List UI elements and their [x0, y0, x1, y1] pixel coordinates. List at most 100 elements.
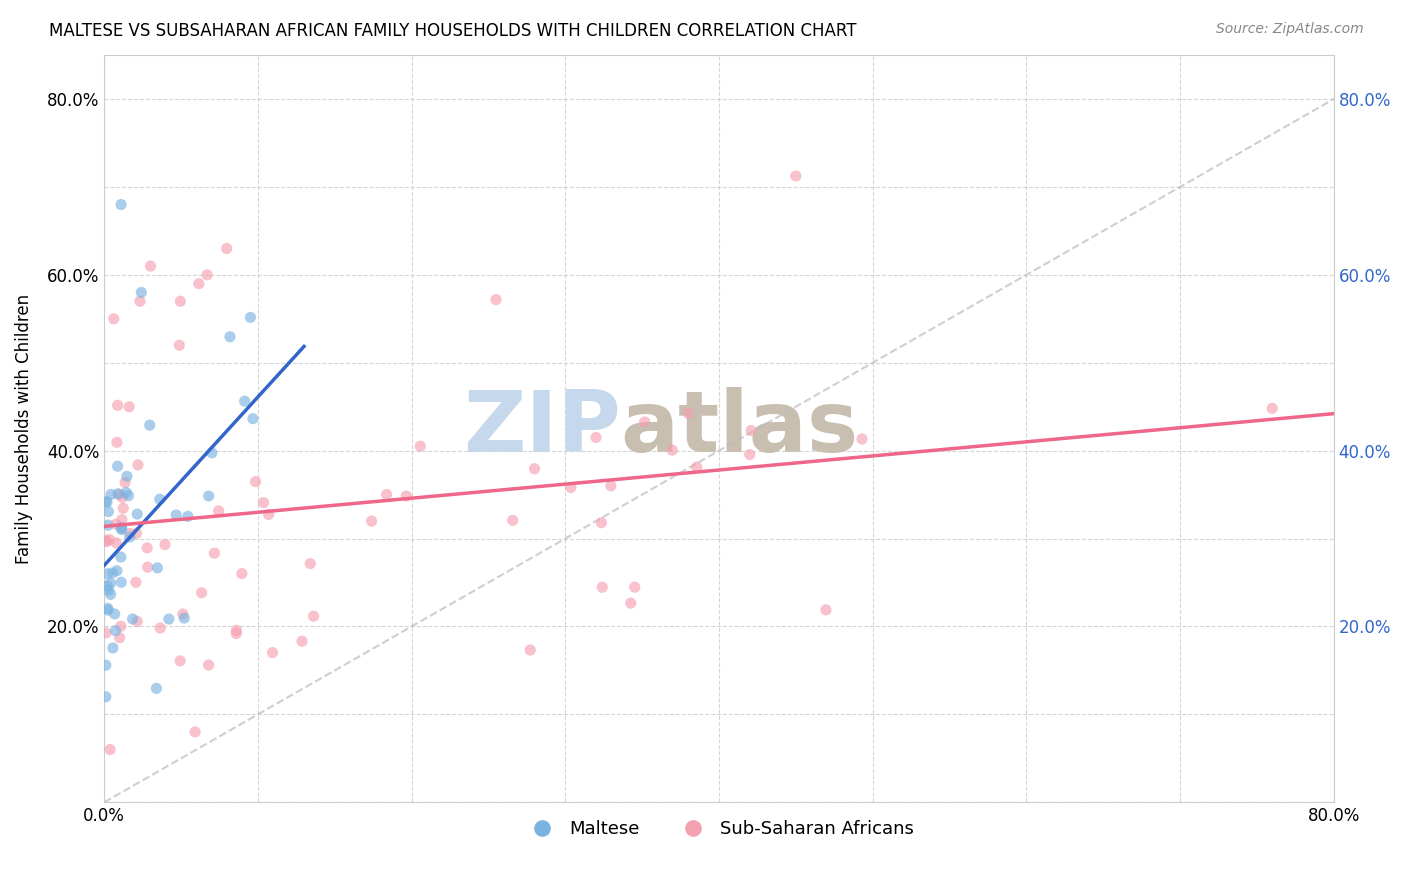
Point	[94, 494, 117, 508]
Point	[97, 518, 120, 533]
Point	[127, 615, 149, 629]
Point	[165, 508, 187, 522]
Point	[195, 268, 218, 282]
Point	[245, 475, 267, 489]
Point	[169, 294, 191, 309]
Point	[591, 516, 613, 530]
Point	[409, 439, 432, 453]
Point	[201, 446, 224, 460]
Point	[94, 690, 117, 704]
Point	[215, 242, 238, 256]
Point	[110, 549, 132, 564]
Point	[118, 526, 141, 541]
Point	[111, 491, 134, 505]
Point	[127, 507, 149, 521]
Point	[115, 469, 138, 483]
Point	[97, 504, 120, 518]
Point	[104, 517, 127, 532]
Point	[110, 521, 132, 535]
Point	[169, 654, 191, 668]
Point	[686, 460, 709, 475]
Point	[676, 406, 699, 420]
Point	[98, 742, 121, 756]
Point	[117, 489, 139, 503]
Point	[197, 658, 219, 673]
Point	[94, 658, 117, 673]
Point	[502, 513, 524, 527]
Point	[115, 485, 138, 500]
Point	[100, 587, 122, 601]
Point	[485, 293, 508, 307]
Point	[187, 277, 209, 291]
Point	[110, 619, 132, 633]
Point	[125, 526, 148, 541]
Point	[94, 626, 117, 640]
Point	[96, 534, 118, 549]
Point	[738, 448, 761, 462]
Point	[108, 487, 131, 501]
Point	[98, 533, 121, 547]
Point	[623, 580, 645, 594]
Point	[105, 435, 128, 450]
Legend: Maltese, Sub-Saharan Africans: Maltese, Sub-Saharan Africans	[516, 814, 921, 846]
Point	[101, 566, 124, 580]
Point	[110, 521, 132, 535]
Point	[145, 681, 167, 696]
Point	[97, 603, 120, 617]
Point	[262, 646, 284, 660]
Point	[360, 514, 382, 528]
Point	[105, 536, 128, 550]
Point	[302, 609, 325, 624]
Point	[231, 566, 253, 581]
Point	[131, 285, 153, 300]
Point	[96, 495, 118, 509]
Point	[149, 621, 172, 635]
Point	[585, 430, 607, 444]
Point	[197, 489, 219, 503]
Point	[110, 575, 132, 590]
Point	[97, 583, 120, 598]
Point	[239, 310, 262, 325]
Point	[94, 533, 117, 548]
Point	[242, 411, 264, 425]
Point	[111, 523, 134, 537]
Point	[108, 631, 131, 645]
Point	[112, 501, 135, 516]
Point	[136, 541, 159, 555]
Point	[104, 607, 127, 621]
Point	[114, 475, 136, 490]
Point	[129, 294, 152, 309]
Point	[184, 725, 207, 739]
Point	[138, 418, 160, 433]
Point	[172, 607, 194, 621]
Point	[149, 492, 172, 507]
Point	[252, 495, 274, 509]
Point	[110, 197, 132, 211]
Text: MALTESE VS SUBSAHARAN AFRICAN FAMILY HOUSEHOLDS WITH CHILDREN CORRELATION CHART: MALTESE VS SUBSAHARAN AFRICAN FAMILY HOU…	[49, 22, 856, 40]
Text: atlas: atlas	[620, 387, 859, 470]
Point	[1261, 401, 1284, 416]
Point	[740, 424, 762, 438]
Point	[146, 561, 169, 575]
Point	[190, 586, 212, 600]
Point	[620, 596, 643, 610]
Point	[299, 557, 322, 571]
Y-axis label: Family Households with Children: Family Households with Children	[15, 293, 32, 564]
Point	[100, 487, 122, 501]
Point	[233, 394, 256, 409]
Point	[96, 566, 118, 581]
Point	[177, 509, 200, 524]
Point	[599, 479, 621, 493]
Point	[125, 575, 148, 590]
Point	[291, 634, 314, 648]
Point	[157, 612, 180, 626]
Point	[173, 611, 195, 625]
Point	[169, 338, 191, 352]
Point	[118, 400, 141, 414]
Point	[202, 546, 225, 560]
Point	[136, 560, 159, 574]
Point	[225, 626, 247, 640]
Point	[257, 508, 280, 522]
Point	[153, 538, 176, 552]
Point	[395, 489, 418, 503]
